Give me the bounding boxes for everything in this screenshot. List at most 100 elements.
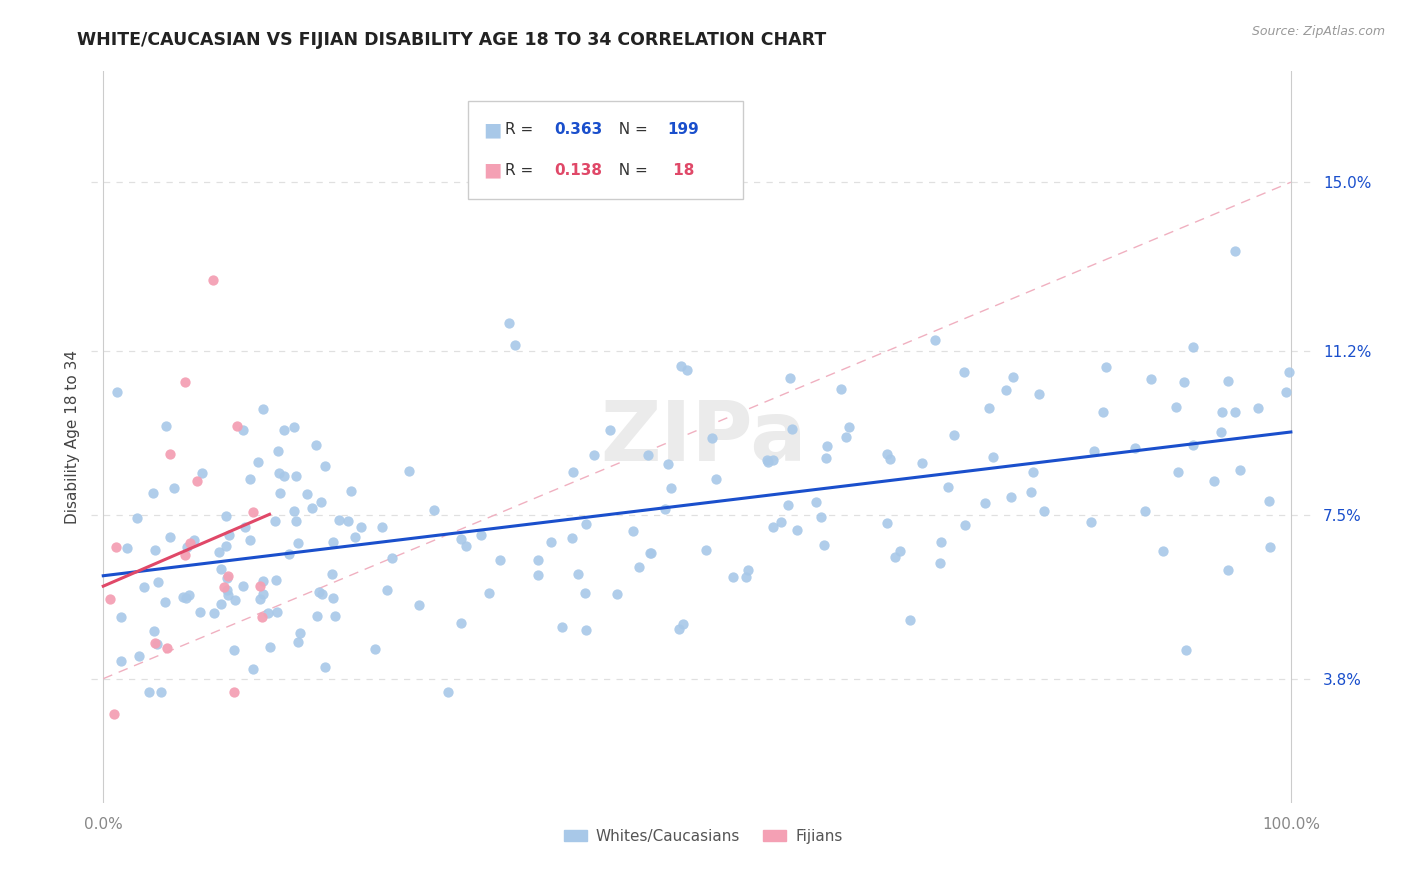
Point [638, 546, 661, 560]
Point [249, 592, 271, 607]
Point [301, 501, 323, 516]
Point [217, 569, 239, 583]
Point [1123, 441, 1146, 455]
Point [336, 514, 359, 528]
Point [830, 382, 852, 396]
Point [676, 362, 699, 376]
Point [105, 384, 128, 399]
Point [498, 316, 520, 330]
Text: WHITE/CAUCASIAN VS FIJIAN DISABILITY AGE 18 TO 34 CORRELATION CHART: WHITE/CAUCASIAN VS FIJIAN DISABILITY AGE… [77, 31, 827, 49]
Point [1033, 504, 1056, 518]
Point [583, 448, 606, 462]
Point [640, 546, 662, 560]
Point [215, 582, 238, 597]
Point [995, 383, 1018, 397]
Point [153, 594, 176, 608]
Point [704, 472, 727, 486]
Point [1140, 372, 1163, 386]
Point [1091, 405, 1114, 419]
Point [929, 556, 952, 570]
Point [264, 514, 287, 528]
Point [1204, 474, 1226, 488]
Point [328, 513, 350, 527]
Point [1133, 504, 1156, 518]
Point [889, 544, 911, 558]
Point [173, 375, 195, 389]
Point [311, 587, 333, 601]
Point [876, 516, 898, 530]
Point [142, 624, 165, 639]
Point [813, 538, 835, 552]
Point [456, 539, 478, 553]
Point [176, 540, 198, 554]
Point [942, 427, 965, 442]
Point [287, 635, 309, 649]
Point [621, 524, 644, 538]
Point [132, 581, 155, 595]
Text: 0.138: 0.138 [554, 162, 602, 178]
Point [762, 453, 785, 467]
Point [142, 486, 165, 500]
Point [125, 511, 148, 525]
Point [322, 591, 344, 606]
Point [810, 509, 832, 524]
Point [252, 574, 274, 588]
Point [815, 439, 838, 453]
Point [159, 446, 181, 460]
Point [786, 523, 808, 537]
Point [322, 535, 344, 549]
Point [208, 545, 231, 559]
Point [143, 636, 166, 650]
Point [1080, 515, 1102, 529]
Point [218, 528, 240, 542]
Point [115, 541, 138, 555]
Point [110, 654, 132, 668]
Point [671, 359, 693, 374]
Point [239, 533, 262, 548]
Point [145, 637, 167, 651]
Point [250, 609, 273, 624]
Point [567, 567, 589, 582]
Point [723, 569, 745, 583]
Point [1095, 360, 1118, 375]
Point [174, 549, 197, 563]
Point [172, 591, 194, 605]
Point [1083, 443, 1105, 458]
Point [924, 333, 946, 347]
Point [252, 587, 274, 601]
Text: N =: N = [609, 122, 652, 137]
Point [176, 591, 198, 606]
Point [162, 481, 184, 495]
Point [657, 457, 679, 471]
Point [128, 648, 150, 663]
Point [1211, 405, 1233, 419]
Point [321, 566, 343, 581]
Point [1182, 438, 1205, 452]
Point [702, 431, 724, 445]
Point [339, 484, 361, 499]
Point [225, 419, 247, 434]
Point [309, 495, 332, 509]
Point [375, 583, 398, 598]
Point [672, 617, 695, 632]
Point [1216, 563, 1239, 577]
Point [1152, 544, 1174, 558]
Point [938, 480, 960, 494]
Point [266, 573, 288, 587]
Point [323, 609, 346, 624]
Point [574, 586, 596, 600]
Point [423, 502, 446, 516]
Point [364, 642, 387, 657]
Point [835, 430, 858, 444]
Point [575, 624, 598, 638]
Point [599, 423, 621, 437]
Point [273, 469, 295, 483]
Point [398, 464, 420, 478]
Point [1021, 485, 1043, 500]
Point [247, 455, 270, 469]
Point [242, 505, 264, 519]
Point [884, 550, 907, 565]
Point [804, 495, 827, 509]
Point [222, 685, 245, 699]
Point [159, 530, 181, 544]
